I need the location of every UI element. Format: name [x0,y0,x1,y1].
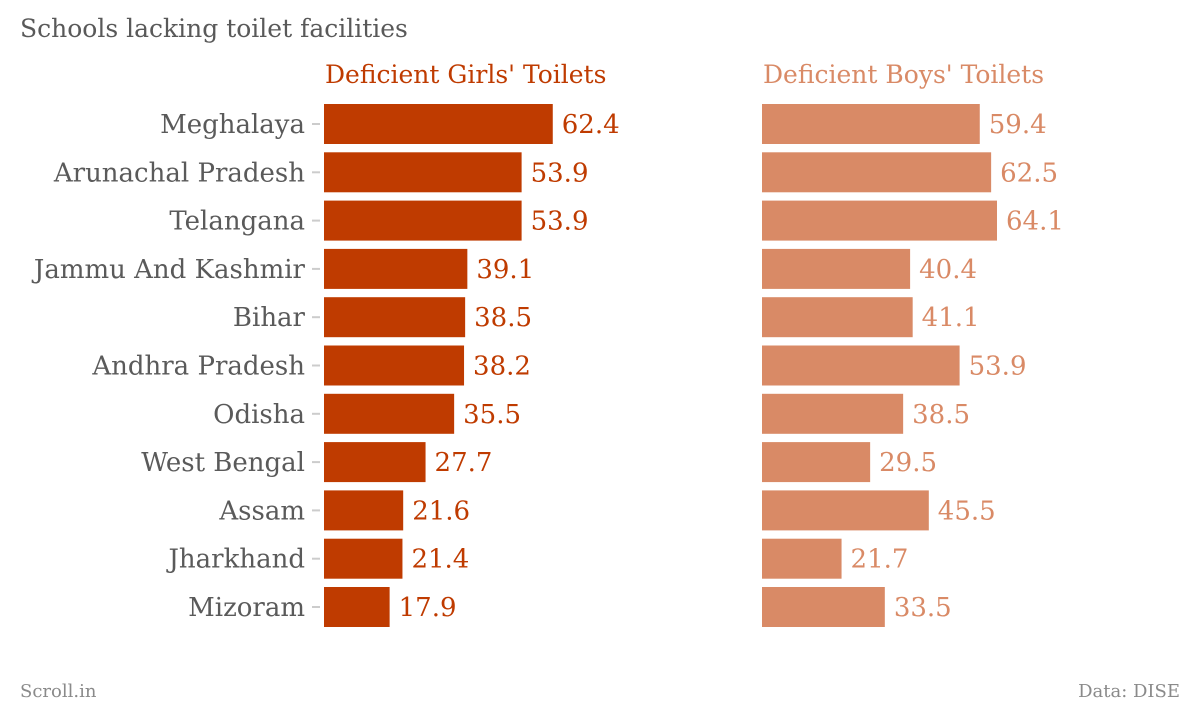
boys-bar [762,490,929,531]
boys-value-label: 53.9 [969,352,1027,382]
girls-bar [324,393,455,434]
boys-value-label: 64.1 [1006,207,1064,237]
series-header-girls: Deficient Girls' Toilets [325,60,606,89]
girls-value-label: 21.4 [411,545,469,575]
girls-bar [324,104,553,144]
girls-value-label: 27.7 [435,448,493,478]
girls-value-label: 38.5 [474,303,532,333]
boys-bar [762,393,904,434]
boys-bar [762,587,885,627]
girls-bar [324,297,466,338]
girls-bar [324,490,404,531]
boys-bar [762,538,842,579]
category-label: Mizoram [188,593,305,623]
boys-value-label: 59.4 [989,110,1047,140]
boys-bar [762,442,871,483]
category-label: Assam [218,496,305,526]
boys-bar [762,248,911,289]
girls-value-label: 21.6 [412,496,470,526]
boys-value-label: 41.1 [922,303,980,333]
boys-bar [762,297,913,338]
boys-value-label: 45.5 [938,496,996,526]
category-label: Odisha [213,400,305,430]
boys-bar [762,152,992,193]
boys-value-label: 21.7 [851,545,909,575]
series-header-boys: Deficient Boys' Toilets [763,60,1044,89]
boys-value-label: 29.5 [879,448,937,478]
girls-value-label: 35.5 [463,400,521,430]
boys-bar [762,104,980,144]
girls-value-label: 53.9 [531,158,589,188]
category-label: Jammu And Kashmir [31,255,306,285]
category-label: West Bengal [141,448,305,478]
boys-value-label: 38.5 [912,400,970,430]
footer-source-left: Scroll.in [20,681,97,702]
boys-value-label: 40.4 [919,255,977,285]
category-label: Andhra Pradesh [91,352,305,382]
girls-value-label: 53.9 [531,207,589,237]
girls-bar [324,345,465,386]
category-label: Telangana [169,207,305,237]
boys-value-label: 33.5 [894,593,952,623]
girls-bar [324,442,426,483]
girls-bar [324,538,403,579]
category-label: Bihar [233,303,306,333]
category-label: Jharkhand [166,545,306,575]
girls-value-label: 62.4 [562,110,620,140]
category-label: Arunachal Pradesh [53,158,305,188]
boys-bar [762,200,997,241]
girls-value-label: 39.1 [476,255,534,285]
footer-source-right: Data: DISE [1078,681,1180,702]
boys-value-label: 62.5 [1000,158,1058,188]
boys-bar [762,345,960,386]
category-label: Meghalaya [160,110,305,140]
girls-bar [324,248,468,289]
girls-bar [324,587,390,627]
girls-bar [324,200,522,241]
girls-value-label: 17.9 [399,593,457,623]
chart-title: Schools lacking toilet facilities [20,14,408,43]
girls-bar [324,152,522,193]
girls-value-label: 38.2 [473,352,531,382]
